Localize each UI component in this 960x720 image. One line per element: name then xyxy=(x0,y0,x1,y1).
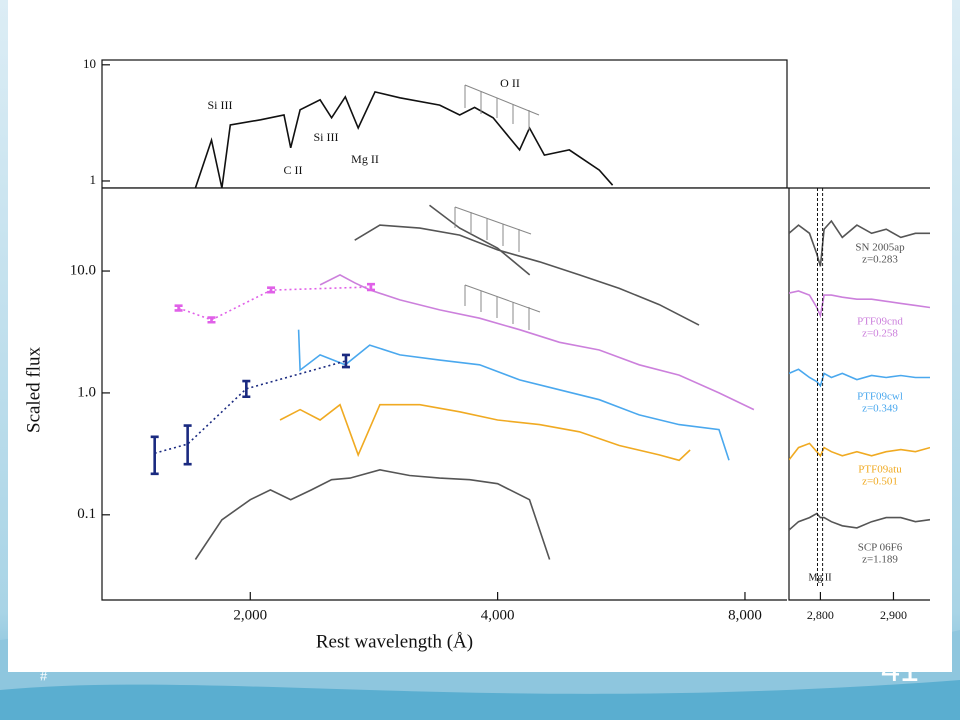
spectrum xyxy=(429,204,531,276)
error-bar xyxy=(366,282,375,292)
annotation: Mg II xyxy=(351,152,379,166)
photometry-line xyxy=(154,360,347,454)
error-bar xyxy=(207,316,216,324)
labels: 1 10 Si III C II Si III Mg II O II 0.1 1.0 10.0 2,… xyxy=(23,56,907,653)
main-plot xyxy=(150,204,755,560)
series-redshift: z=0.349 xyxy=(862,403,898,415)
right-plot xyxy=(789,219,930,531)
series-name: PTF09atu xyxy=(858,464,902,476)
annotation: C II xyxy=(284,163,303,177)
slide-footer: # xyxy=(40,668,48,683)
spectrum xyxy=(297,329,730,461)
series-redshift: z=1.189 xyxy=(862,554,898,566)
annotation: O II xyxy=(500,76,520,90)
oii-comb xyxy=(454,206,541,330)
annotation: Si III xyxy=(208,98,233,112)
spectrum xyxy=(789,219,930,267)
spectrum xyxy=(789,290,930,319)
series-name: SN 2005ap xyxy=(855,242,905,254)
spectrum xyxy=(194,468,551,560)
spectrum xyxy=(789,442,930,461)
main-panel-bg xyxy=(8,188,932,600)
y-tick-label: 10.0 xyxy=(70,262,96,278)
spectrum xyxy=(789,512,930,531)
oii-comb xyxy=(464,84,540,130)
y-tick-label: 10 xyxy=(83,56,96,71)
error-bar xyxy=(150,435,159,476)
slide-number: 41 xyxy=(881,651,919,689)
series-name: SCP 06F6 xyxy=(858,542,903,554)
error-bar xyxy=(174,304,183,312)
series-name: PTF09cwl xyxy=(857,391,903,403)
top-plot xyxy=(194,90,614,188)
error-bar xyxy=(242,379,251,399)
mg-ii-label: Mg II xyxy=(808,572,831,583)
spectrum xyxy=(789,368,930,388)
spectrum xyxy=(279,403,691,462)
annotation: Si III xyxy=(314,130,339,144)
y-axis-label: Scaled flux xyxy=(23,347,44,434)
photometry-line xyxy=(178,286,372,321)
series-name: PTF09cnd xyxy=(857,316,903,328)
y-tick-label: 1.0 xyxy=(77,384,96,400)
y-tick-label: 0.1 xyxy=(77,506,96,522)
x-tick-label: 2,000 xyxy=(233,607,267,623)
panel-frames xyxy=(101,187,930,601)
spectrum xyxy=(194,90,614,188)
series-redshift: z=0.258 xyxy=(862,328,898,340)
error-bar xyxy=(341,353,350,369)
series-redshift: z=0.283 xyxy=(862,254,898,266)
spectrum xyxy=(354,224,700,326)
x-tick-label: 4,000 xyxy=(481,607,515,623)
series-redshift: z=0.501 xyxy=(862,476,898,488)
x-tick-label: 2,800 xyxy=(807,608,834,622)
error-bar xyxy=(183,424,192,466)
x-tick-label: 2,900 xyxy=(880,608,907,622)
y-tick-label: 1 xyxy=(90,172,97,187)
slide-wave xyxy=(0,680,960,720)
spectrum xyxy=(319,273,755,411)
x-tick-label: 8,000 xyxy=(728,607,762,623)
x-axis-label: Rest wavelength (Å) xyxy=(316,631,473,652)
error-bar xyxy=(267,286,276,294)
